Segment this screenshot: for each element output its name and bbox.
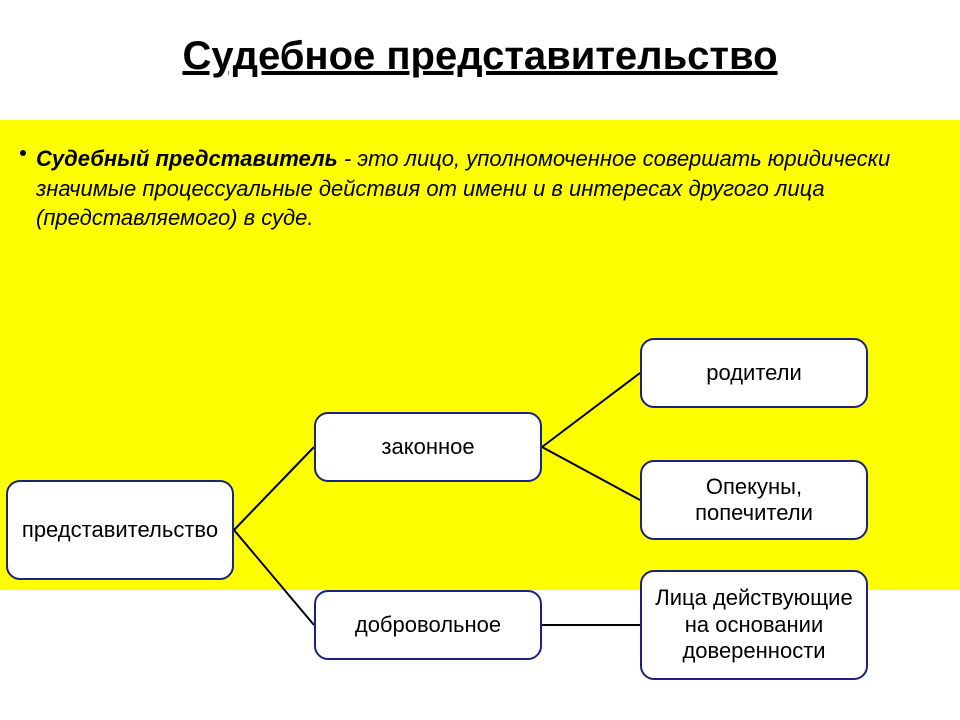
node-voluntary: добровольное [314,590,542,660]
definition-text: Судебный представитель - это лицо, уполн… [36,144,926,233]
node-legal: законное [314,412,542,482]
node-parents: родители [640,338,868,408]
node-root: представительство [6,480,234,580]
definition-term: Судебный представитель [36,146,338,171]
slide: Судебное представительство Судебный пред… [0,0,960,720]
node-attorney: Лица действующие на основании довереннос… [640,570,868,680]
node-guardians: Опекуны, попечители [640,460,868,540]
bullet-icon [20,150,26,156]
page-title: Судебное представительство [0,34,960,79]
